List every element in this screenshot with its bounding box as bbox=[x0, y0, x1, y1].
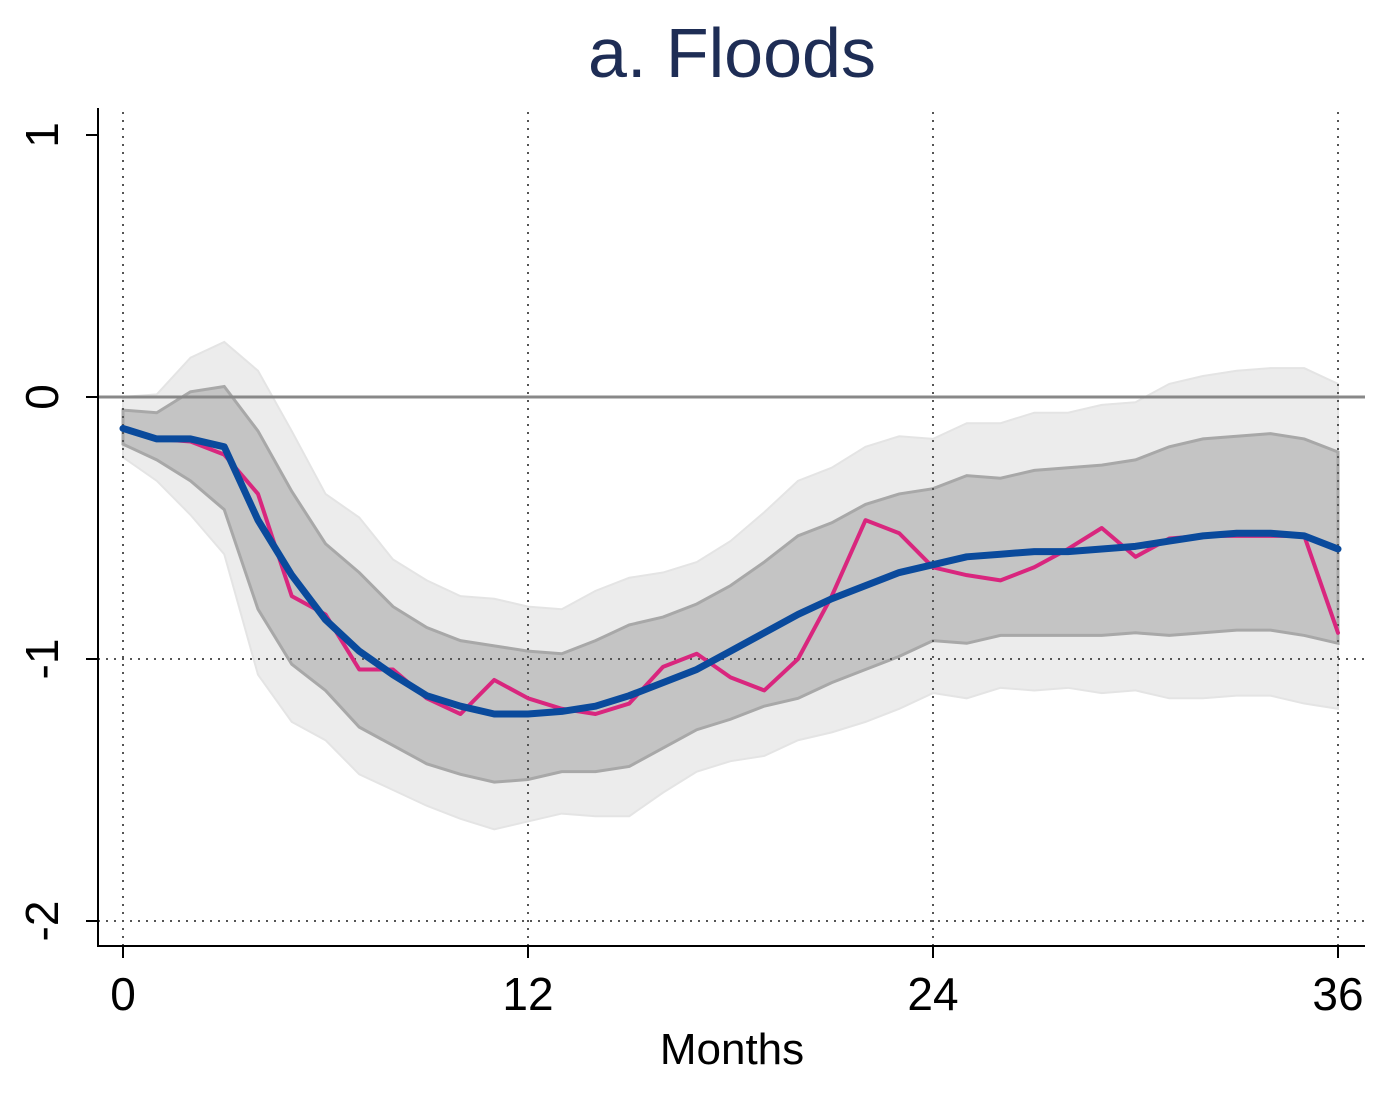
smoothed-estimate-line bbox=[119, 424, 1342, 718]
x-tick-label: 36 bbox=[1312, 968, 1363, 1020]
y-tick-label: 1 bbox=[16, 122, 68, 148]
y-tick-label: -1 bbox=[16, 639, 68, 680]
chart-title: a. Floods bbox=[588, 14, 876, 92]
x-axis-label: Months bbox=[660, 1025, 804, 1074]
y-tick-label: -2 bbox=[16, 901, 68, 942]
x-tick-label: 24 bbox=[907, 968, 958, 1020]
inner-band bbox=[121, 384, 1340, 784]
y-tick-label: 0 bbox=[16, 384, 68, 410]
x-tick-label: 12 bbox=[502, 968, 553, 1020]
x-tick-label: 0 bbox=[110, 968, 136, 1020]
